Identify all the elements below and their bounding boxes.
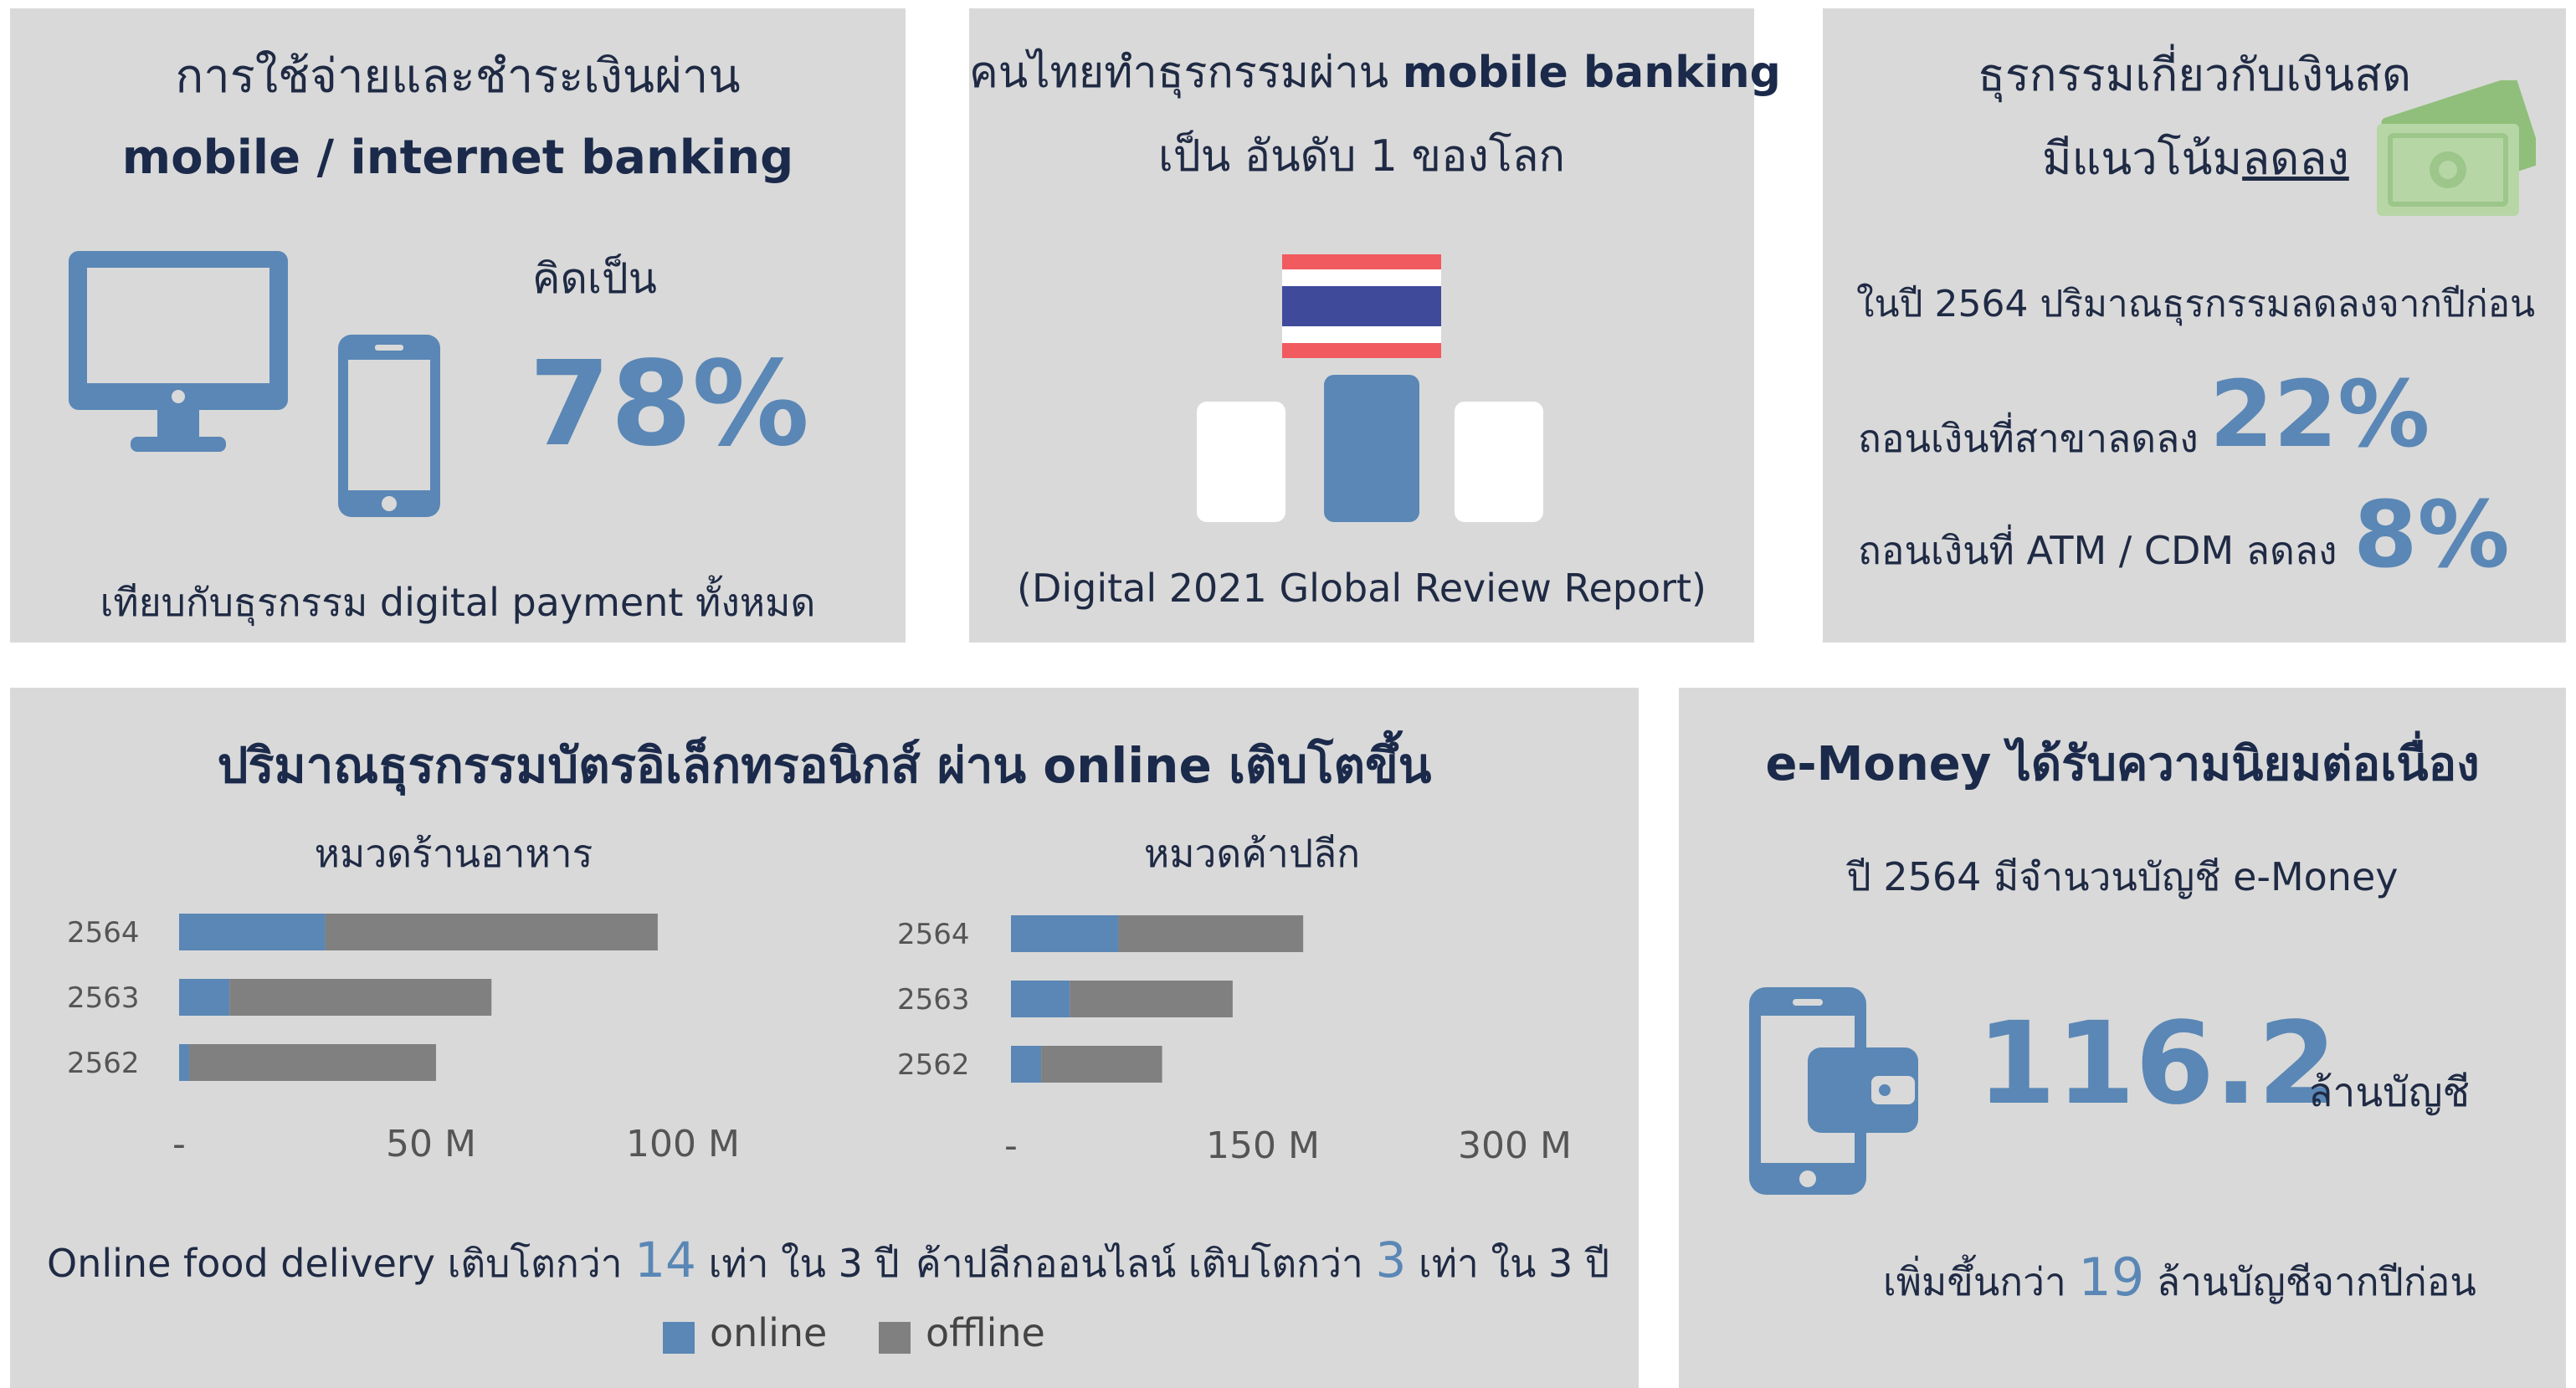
panel5-subtitle: ปี 2564 มีจำนวนบัญชี e-Money	[1846, 854, 2399, 899]
panel3-title-line1: ธุรกรรมเกี่ยวกับเงินสด	[1977, 49, 2412, 101]
legend-offline-label: offline	[926, 1310, 1045, 1355]
panel-online-card-transactions: ปริมาณธุรกรรมบัตรอิเล็กทรอนิกส์ ผ่าน onl…	[10, 688, 1639, 1388]
bar-online-2562	[1011, 1046, 1042, 1083]
phone-wallet-icon	[1749, 987, 1918, 1195]
panel2-source: (Digital 2021 Global Review Report)	[1017, 566, 1706, 611]
x-tick-label: 50 M	[386, 1123, 476, 1165]
panel5-value: 116.2	[1977, 998, 2337, 1130]
category-label-2563: 2563	[897, 983, 970, 1017]
panel3-row2-value: 8%	[2353, 481, 2510, 588]
footer-suffix: ล้านบัญชีจากปีก่อน	[2144, 1259, 2476, 1304]
bar-online-2563	[179, 979, 230, 1016]
panel1-footer: เทียบกับธุรกรรม digital payment ทั้งหมด	[100, 580, 816, 625]
panel3-row1-label: ถอนเงินที่สาขาลดลง	[1858, 416, 2199, 461]
panel3-row1-value: 22%	[2209, 361, 2430, 468]
panel-mobile-banking-rank: คนไทยทำธุรกรรมผ่าน mobile banking เป็น อ…	[969, 8, 1781, 643]
panel3-title-underlined: ลดลง	[2242, 132, 2349, 185]
panel2-subtitle: เป็น อันดับ 1 ของโลก	[1157, 131, 1565, 182]
bar-offline-2564	[325, 914, 658, 950]
panel3-title-line2: มีแนวโน้มลดลง	[2042, 122, 2349, 194]
chart-title: หมวดค้าปลีก	[1144, 831, 1360, 876]
panel4-food-caption: Online food delivery เติบโตกว่า 14 เท่า …	[47, 1232, 900, 1294]
chart-title: หมวดร้านอาหาร	[315, 831, 593, 876]
food-caption-suffix: เท่า ใน 3 ปี	[695, 1241, 900, 1286]
panel1-label: คิดเป็น	[532, 254, 657, 303]
category-label-2564: 2564	[897, 918, 970, 951]
x-tick-label: 150 M	[1206, 1124, 1320, 1167]
panel4-retail-caption: ค้าปลีกออนไลน์ เติบโตกว่า 3 เท่า ใน 3 ปี	[916, 1232, 1609, 1294]
retail-caption-number: 3	[1375, 1232, 1407, 1288]
panel5-footer: เพิ่มขึ้นกว่า 19 ล้านบัญชีจากปีก่อน	[1883, 1247, 2476, 1313]
x-tick-label: -	[172, 1123, 186, 1165]
panel2-title: คนไทยทำธุรกรรมผ่าน mobile banking	[969, 37, 1781, 106]
podium-icon	[1197, 375, 1543, 522]
legend-offline-swatch	[879, 1322, 911, 1354]
category-label-2562: 2562	[67, 1047, 140, 1080]
panel3-title-prefix: มีแนวโน้ม	[2042, 132, 2243, 185]
bar-offline-2564	[1118, 915, 1304, 952]
food-caption-prefix: Online food delivery เติบโตกว่า	[47, 1241, 635, 1286]
footer-prefix: เพิ่มขึ้นกว่า	[1883, 1259, 2079, 1304]
legend-online-swatch	[663, 1322, 695, 1354]
panel2-title-prefix: คนไทยทำธุรกรรมผ่าน	[969, 48, 1403, 98]
category-label-2563: 2563	[67, 981, 140, 1015]
x-tick-label: 100 M	[626, 1123, 740, 1165]
bar-offline-2563	[229, 979, 492, 1016]
category-label-2564: 2564	[67, 916, 140, 950]
bar-offline-2563	[1070, 981, 1233, 1017]
chart-food-category: หมวดร้านอาหาร 2564 2563 2562 - 50 M 100 M	[67, 831, 740, 1165]
panel-e-money: e-Money ได้รับความนิยมต่อเนื่อง ปี 2564 …	[1679, 688, 2566, 1388]
desktop-monitor-icon	[69, 251, 288, 452]
bar-offline-2562	[1041, 1046, 1162, 1083]
bar-online-2564	[179, 914, 326, 950]
panel5-title: e-Money ได้รับความนิยมต่อเนื่อง	[1765, 737, 2480, 791]
bar-online-2563	[1011, 981, 1070, 1017]
food-caption-number: 14	[634, 1232, 696, 1288]
legend-online-label: online	[710, 1310, 828, 1355]
chart-retail-category: หมวดค้าปลีก 2564 2563 2562 - 150 M 300 M	[897, 831, 1572, 1167]
retail-caption-suffix: เท่า ใน 3 ปี	[1406, 1241, 1610, 1286]
bar-offline-2562	[189, 1044, 437, 1081]
thailand-flag-icon	[1282, 254, 1441, 358]
category-label-2562: 2562	[897, 1048, 970, 1082]
panel5-unit: ล้านบัญชี	[2308, 1069, 2471, 1116]
x-tick-label: -	[1004, 1124, 1018, 1167]
smartphone-icon	[338, 335, 440, 517]
panel3-row2-label: ถอนเงินที่ ATM / CDM ลดลง	[1858, 528, 2337, 573]
panel4-title: ปริมาณธุรกรรมบัตรอิเล็กทรอนิกส์ ผ่าน onl…	[217, 737, 1432, 794]
panel3-note: ในปี 2564 ปริมาณธุรกรรมลดลงจากปีก่อน	[1856, 283, 2536, 325]
x-tick-label: 300 M	[1458, 1124, 1572, 1167]
panel-cash-transactions: ธุรกรรมเกี่ยวกับเงินสด มีแนวโน้มลดลง ในป…	[1823, 8, 2566, 643]
bar-online-2562	[179, 1044, 190, 1081]
retail-caption-prefix: ค้าปลีกออนไลน์ เติบโตกว่า	[916, 1241, 1376, 1286]
banknote-icon	[2377, 80, 2536, 216]
panel1-value: 78%	[529, 336, 810, 473]
panel2-title-bold: mobile banking	[1402, 48, 1781, 98]
panel-mobile-internet-banking: การใช้จ่ายและชำระเงินผ่าน mobile / inter…	[10, 8, 906, 643]
panel1-title-line1: การใช้จ่ายและชำระเงินผ่าน	[175, 49, 741, 104]
footer-number: 19	[2078, 1247, 2145, 1308]
panel1-title-line2: mobile / internet banking	[121, 131, 794, 185]
bar-online-2564	[1011, 915, 1119, 952]
